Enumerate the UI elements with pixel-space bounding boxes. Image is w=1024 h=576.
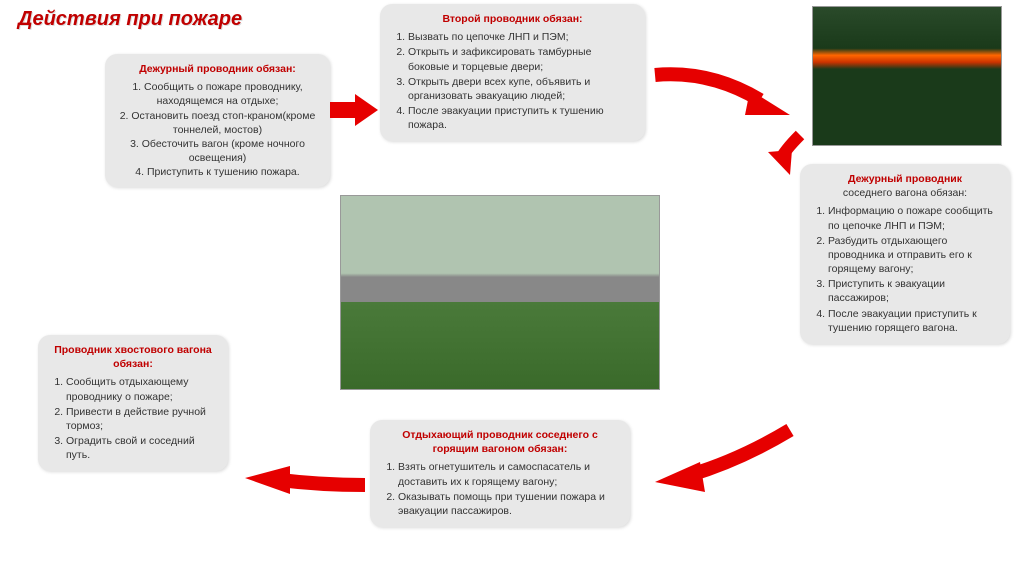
image-train-scene xyxy=(340,195,660,390)
box3-item3: Приступить к эвакуации пассажиров; xyxy=(828,277,1000,305)
box2-item2: Открыть и зафиксировать тамбурные боковы… xyxy=(408,45,635,73)
box2-item3: Открыть двери всех купе, объявить и орга… xyxy=(408,75,635,103)
box2-item1: Вызвать по цепочке ЛНП и ПЭМ; xyxy=(408,30,635,44)
box1-item1: 1. Сообщить о пожаре проводнику, находящ… xyxy=(115,80,320,108)
box3-item1: Информацию о пожаре сообщить по цепочке … xyxy=(828,204,1000,232)
box2-header: Второй проводник обязан: xyxy=(390,12,635,26)
arrow-3-to-4 xyxy=(640,420,800,500)
box1-header: Дежурный проводник обязан: xyxy=(115,62,320,76)
box-neighbor-duty-conductor: Дежурный проводник соседнего вагона обяз… xyxy=(800,164,1010,344)
box5-item1: Сообщить отдыхающему проводнику о пожаре… xyxy=(66,375,218,403)
box2-item4: После эвакуации приступить к тушению пож… xyxy=(408,104,635,132)
box4-item2: Оказывать помощь при тушении пожара и эв… xyxy=(398,490,620,518)
box1-item3: 3. Обесточить вагон (кроме ночного освещ… xyxy=(115,137,320,165)
box4-item1: Взять огнетушитель и самоспасатель и дос… xyxy=(398,460,620,488)
arrow-1-to-2 xyxy=(330,90,380,130)
box4-header: Отдыхающий проводник соседнего с горящим… xyxy=(380,428,620,456)
box1-item2: 2. Остановить поезд стоп-краном(кроме то… xyxy=(115,109,320,137)
box3-header: Дежурный проводник соседнего вагона обяз… xyxy=(810,172,1000,200)
box-resting-neighbor-conductor: Отдыхающий проводник соседнего с горящим… xyxy=(370,420,630,527)
box5-item3: Оградить свой и соседний путь. xyxy=(66,434,218,462)
box3-item2: Разбудить отдыхающего проводника и отпра… xyxy=(828,234,1000,277)
page-title: Действия при пожаре xyxy=(18,8,242,31)
box-second-conductor: Второй проводник обязан: Вызвать по цепо… xyxy=(380,4,645,141)
box3-item4: После эвакуации приступить к тушению гор… xyxy=(828,307,1000,335)
box5-item2: Привести в действие ручной тормоз; xyxy=(66,405,218,433)
arrow-img-to-3 xyxy=(760,130,820,180)
box1-item4: 4. Приступить к тушению пожара. xyxy=(115,165,320,179)
image-train-fire xyxy=(812,6,1002,146)
box-tail-conductor: Проводник хвостового вагона обязан: Сооб… xyxy=(38,335,228,471)
arrow-2-to-img xyxy=(650,60,810,130)
box-duty-conductor: Дежурный проводник обязан: 1. Сообщить о… xyxy=(105,54,330,187)
box5-header: Проводник хвостового вагона обязан: xyxy=(48,343,218,371)
arrow-4-to-5 xyxy=(240,460,370,510)
